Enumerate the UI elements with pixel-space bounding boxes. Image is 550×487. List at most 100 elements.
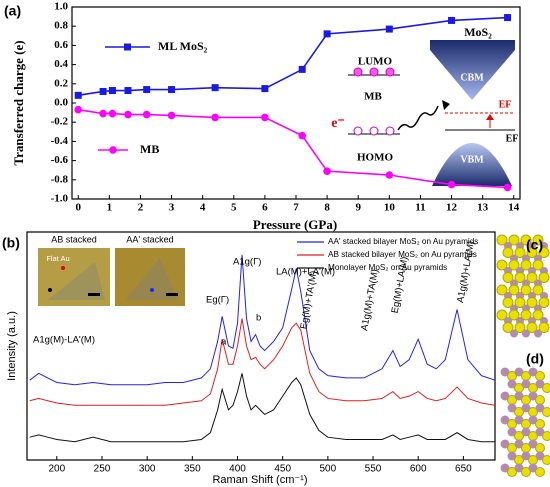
marker xyxy=(323,30,331,38)
marker xyxy=(211,84,219,92)
y-tick-label: -0.6 xyxy=(51,154,69,166)
y-tick-label: 1.0 xyxy=(54,1,68,13)
atom-s xyxy=(496,234,508,246)
atom-s xyxy=(526,247,538,258)
panel-label: (b) xyxy=(2,235,20,251)
x-tick-label: 2 xyxy=(138,202,144,214)
atom-s xyxy=(520,309,532,321)
legend-marker xyxy=(124,43,131,51)
marker xyxy=(168,86,176,94)
atom-s xyxy=(502,297,514,308)
atom-mo xyxy=(521,403,531,413)
marker xyxy=(124,110,132,119)
pyramid xyxy=(125,258,178,300)
atom-mo xyxy=(528,391,538,401)
annotation: e⁻ xyxy=(331,116,345,131)
x-tick-label: 550 xyxy=(365,464,382,475)
scale-bar xyxy=(88,293,100,296)
atom-mo xyxy=(514,463,524,473)
atom-s xyxy=(507,467,517,477)
legend-marker xyxy=(109,146,117,154)
y-tick-label: 0.8 xyxy=(54,20,68,32)
marker xyxy=(124,87,132,95)
legend-label: AB stacked bilayer MoS₂ on Au pyramids xyxy=(328,250,477,259)
atom-s xyxy=(508,309,520,321)
x-tick-label: 1 xyxy=(107,202,113,214)
atom-s xyxy=(542,407,550,417)
x-tick-label: 5 xyxy=(231,202,237,214)
annotation: a xyxy=(221,337,227,348)
atom-mo xyxy=(514,439,524,449)
atom-s xyxy=(538,272,550,283)
legend-label: Monolayer MoS₂ on Au pyramids xyxy=(328,263,447,272)
annotation: EF xyxy=(499,99,512,110)
hole xyxy=(385,126,395,136)
annotation: EF xyxy=(506,133,519,144)
annotation: MoS₂ xyxy=(464,25,492,39)
atom-mo xyxy=(534,329,542,338)
atom-s xyxy=(514,297,526,308)
marker xyxy=(447,180,456,189)
marker xyxy=(108,109,117,118)
marker xyxy=(99,87,107,95)
marker xyxy=(74,91,82,99)
annotation: A1g(Γ) xyxy=(233,257,261,268)
series-line xyxy=(29,373,495,443)
x-tick-label: 450 xyxy=(274,464,291,475)
atom-mo xyxy=(535,379,545,389)
x-tick-label: 650 xyxy=(455,464,472,475)
y-tick-label: 0.4 xyxy=(54,58,68,70)
marker xyxy=(261,113,269,122)
atom-mo xyxy=(500,439,510,449)
spot xyxy=(150,288,154,292)
x-tick-label: 7 xyxy=(293,202,299,214)
atom-s xyxy=(514,272,526,283)
atom-s xyxy=(502,272,514,283)
atom-mo xyxy=(522,329,530,338)
x-tick-label: 500 xyxy=(320,464,337,475)
atom-s xyxy=(535,443,545,453)
marker xyxy=(211,113,219,122)
x-tick-label: 4 xyxy=(200,202,206,214)
atom-s xyxy=(532,234,544,246)
atom-s xyxy=(521,467,531,477)
panel-label: (d) xyxy=(526,351,544,367)
marker xyxy=(143,86,151,94)
x-tick-label: 14 xyxy=(508,202,520,214)
atom-s xyxy=(535,467,545,477)
atom-mo xyxy=(521,379,531,389)
atom-s xyxy=(520,259,532,271)
atom-s xyxy=(496,259,508,271)
atom-s xyxy=(514,247,526,258)
atom-s xyxy=(502,247,514,258)
atom-s xyxy=(520,284,532,296)
atom-s xyxy=(520,234,532,246)
marker xyxy=(323,167,331,175)
y-tick-label: 0.6 xyxy=(54,39,68,51)
atom-mo xyxy=(514,367,524,377)
hole xyxy=(369,126,379,136)
atom-mo xyxy=(507,451,517,461)
atom-s xyxy=(542,383,550,393)
marker xyxy=(142,110,151,119)
insets xyxy=(38,248,185,306)
atom-s xyxy=(496,284,508,296)
marker xyxy=(74,105,83,114)
marker xyxy=(385,171,394,179)
annotation: LUMO xyxy=(358,56,393,68)
cbm-band xyxy=(430,40,515,100)
atom-s xyxy=(508,259,520,271)
electron xyxy=(385,67,395,77)
annotation: Eg(Γ) xyxy=(206,295,229,306)
arrow-head xyxy=(442,100,450,110)
x-tick-label: 600 xyxy=(410,464,427,475)
marker xyxy=(298,65,306,73)
x-tick-label: 13 xyxy=(477,202,489,214)
atom-s xyxy=(532,309,544,321)
atom-mo xyxy=(514,415,524,425)
legend-label: ML MoS₂ xyxy=(158,39,208,53)
atom-s xyxy=(535,395,545,405)
atom-mo xyxy=(535,451,545,461)
y-axis-label: Intensity (a.u.) xyxy=(6,311,18,381)
